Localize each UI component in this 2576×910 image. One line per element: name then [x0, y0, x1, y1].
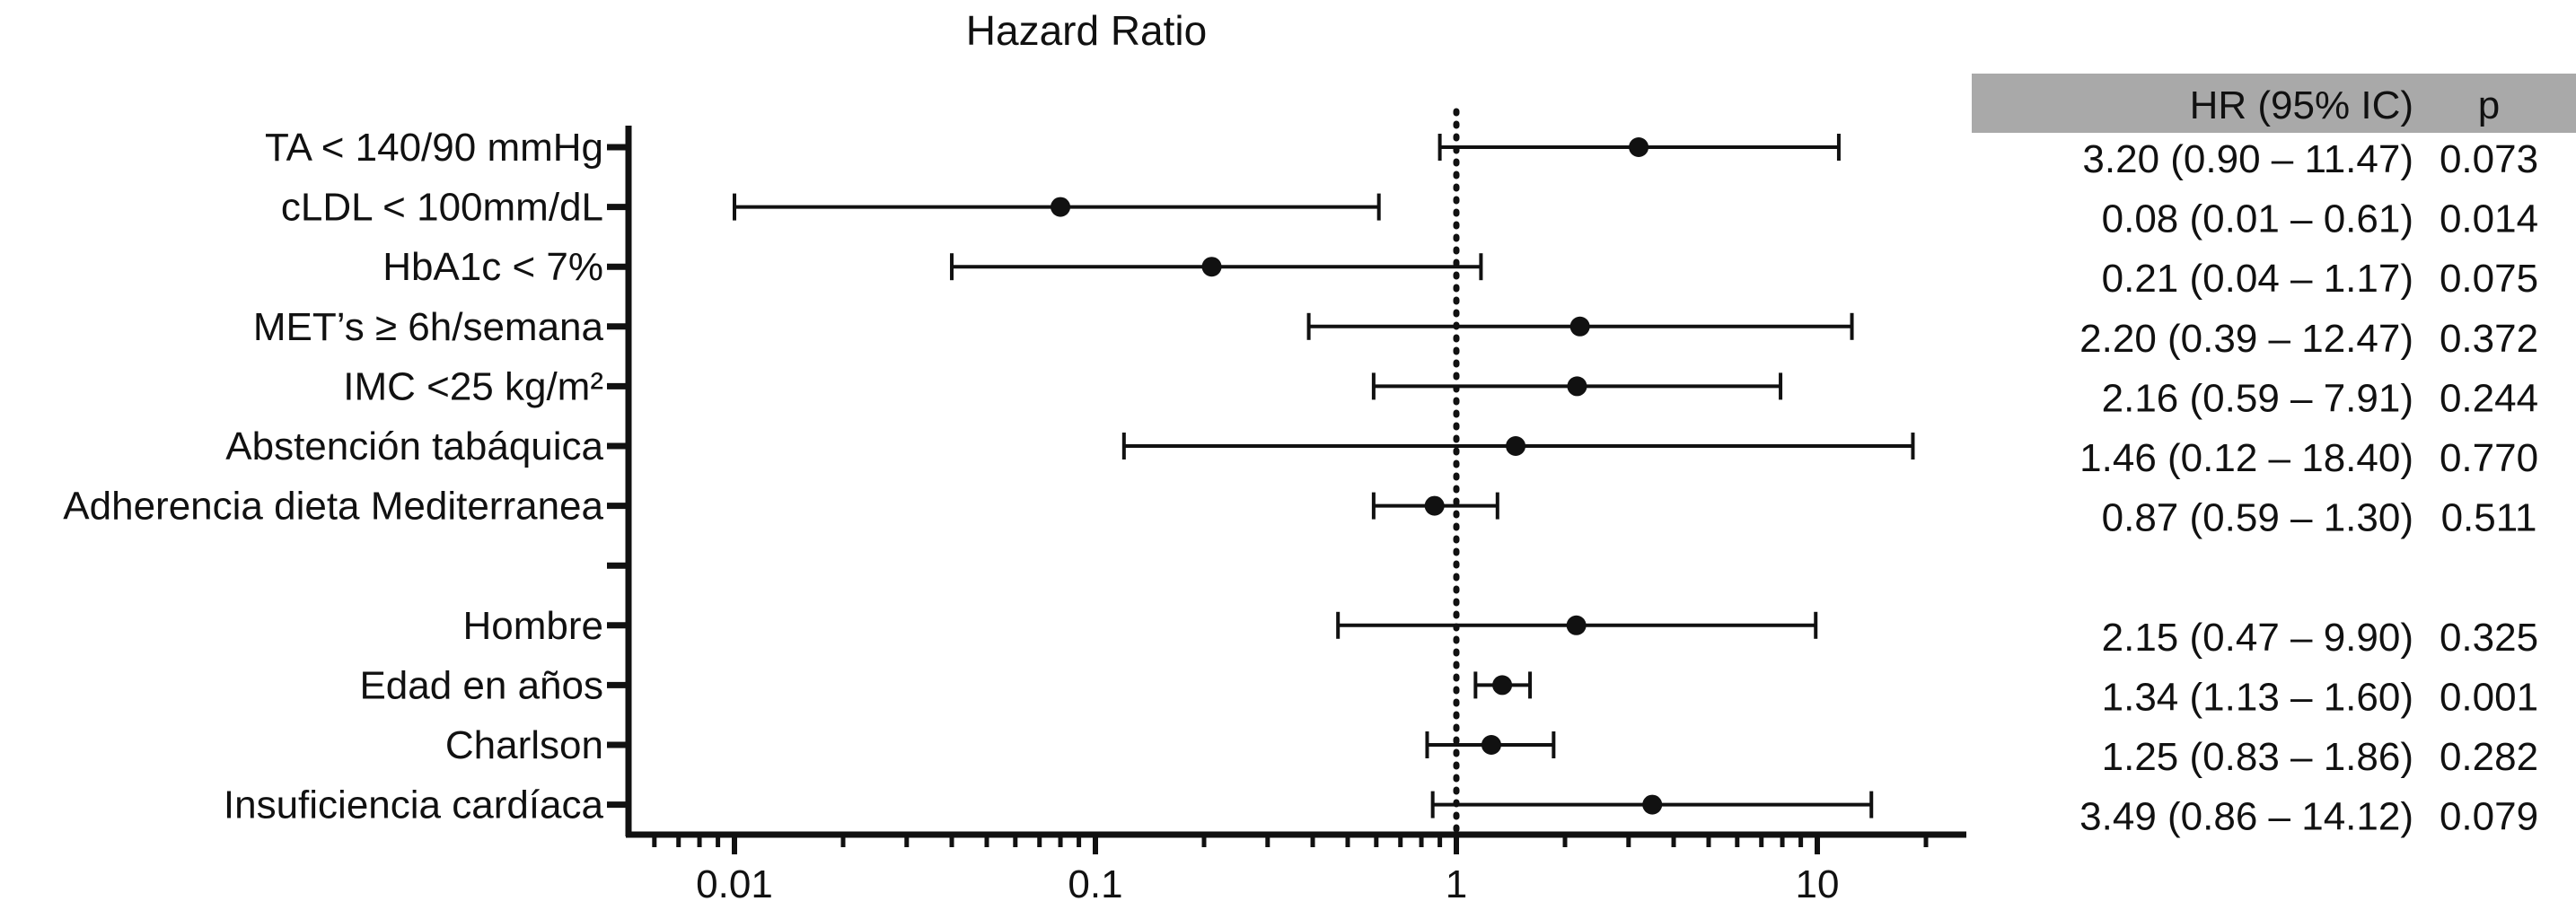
row-label: Charlson [445, 723, 603, 767]
row-label: Hombre [463, 604, 604, 648]
row-label: IMC <25 kg/m² [343, 364, 603, 408]
row-label: Insuficiencia cardíaca [224, 783, 604, 827]
hr-point [1567, 376, 1587, 397]
hr-ci-value: 3.49 (0.86 – 14.12) [2079, 795, 2413, 839]
hr-point [1201, 257, 1222, 277]
row-label: HbA1c < 7% [382, 245, 603, 289]
hr-point [1569, 316, 1590, 337]
table-header-background [1972, 74, 2576, 133]
hr-ci-value: 0.87 (0.59 – 1.30) [2102, 496, 2413, 540]
row-label: Abstención tabáquica [225, 424, 603, 468]
x-tick-label: 0.01 [696, 862, 773, 906]
axes: 0.01 0.1 1 10 [607, 126, 1966, 906]
hr-ci-value: 1.46 (0.12 – 18.40) [2079, 436, 2413, 480]
p-value: 0.001 [2440, 675, 2538, 719]
row-label: cLDL < 100mm/dL [281, 186, 603, 230]
hr-point [1481, 735, 1501, 755]
hr-ci-value: 0.21 (0.04 – 1.17) [2102, 257, 2413, 301]
chart-title: Hazard Ratio [966, 7, 1207, 54]
row-label: Adherencia dieta Mediterranea [63, 485, 603, 529]
x-tick-label: 10 [1796, 862, 1840, 906]
p-value: 0.244 [2440, 376, 2538, 420]
hr-ci-value: 2.20 (0.39 – 12.47) [2079, 317, 2413, 361]
p-value: 0.079 [2440, 795, 2538, 839]
x-tick-label: 0.1 [1068, 862, 1122, 906]
hr-point [1051, 197, 1071, 217]
x-tick-label: 1 [1446, 862, 1467, 906]
row-label: Edad en años [359, 663, 603, 707]
p-value: 0.073 [2440, 137, 2538, 181]
table-header-hr: HR (95% IC) [2190, 83, 2413, 127]
p-value: 0.372 [2440, 317, 2538, 361]
hr-ci-value: 3.20 (0.90 – 11.47) [2082, 137, 2413, 181]
p-value: 0.014 [2440, 197, 2538, 241]
p-value: 0.325 [2440, 616, 2538, 660]
hr-point [1642, 794, 1663, 815]
p-value: 0.075 [2440, 257, 2538, 301]
hr-point [1629, 137, 1649, 157]
row-label: MET’s ≥ 6h/semana [253, 305, 604, 349]
hr-point [1424, 495, 1445, 516]
p-value: 0.770 [2440, 436, 2538, 480]
p-value: 0.511 [2441, 496, 2537, 540]
hr-point [1492, 675, 1513, 696]
hr-ci-value: 1.34 (1.13 – 1.60) [2102, 675, 2413, 719]
results-table: 3.20 (0.90 – 11.47) 0.073 0.08 (0.01 – 0.6… [2079, 137, 2538, 839]
table-header-p: p [2478, 83, 2500, 127]
hr-ci-value: 2.15 (0.47 – 9.90) [2102, 616, 2413, 660]
row-label: TA < 140/90 mmHg [265, 126, 603, 170]
hr-point [1506, 436, 1526, 456]
hr-point [1566, 615, 1587, 635]
hr-ci-value: 2.16 (0.59 – 7.91) [2102, 376, 2413, 420]
hr-ci-value: 1.25 (0.83 – 1.86) [2102, 735, 2413, 779]
p-value: 0.282 [2440, 735, 2538, 779]
rows: TA < 140/90 mmHg cLDL < 100mm/dL HbA1c < 7… [63, 126, 1915, 827]
hr-ci-value: 0.08 (0.01 – 0.61) [2102, 197, 2413, 241]
